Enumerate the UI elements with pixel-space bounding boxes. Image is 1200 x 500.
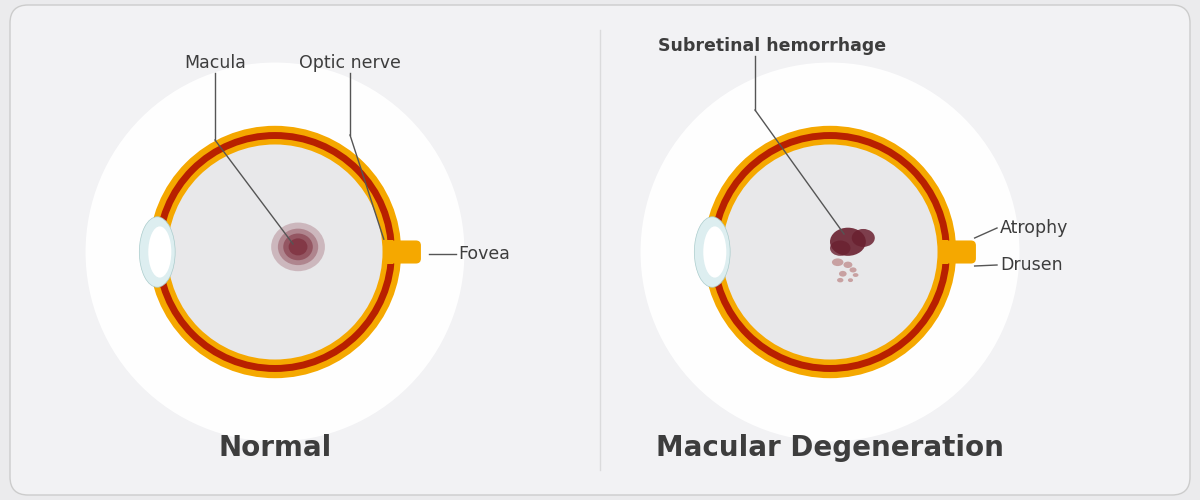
- Circle shape: [148, 124, 403, 380]
- Text: Fovea: Fovea: [458, 245, 510, 263]
- Ellipse shape: [139, 217, 175, 287]
- Ellipse shape: [278, 228, 318, 265]
- Ellipse shape: [830, 228, 866, 256]
- Ellipse shape: [149, 226, 172, 278]
- Circle shape: [722, 144, 937, 360]
- Circle shape: [156, 133, 394, 371]
- Ellipse shape: [830, 240, 851, 256]
- FancyBboxPatch shape: [944, 240, 976, 264]
- Circle shape: [85, 62, 464, 442]
- Text: Optic nerve: Optic nerve: [299, 54, 401, 72]
- Ellipse shape: [844, 262, 852, 268]
- Ellipse shape: [850, 268, 857, 272]
- Circle shape: [641, 62, 1020, 442]
- Text: Macular Degeneration: Macular Degeneration: [656, 434, 1004, 462]
- Ellipse shape: [838, 278, 844, 282]
- Ellipse shape: [703, 226, 726, 278]
- Circle shape: [168, 144, 383, 360]
- Ellipse shape: [283, 234, 313, 260]
- Text: Drusen: Drusen: [1000, 256, 1063, 274]
- Ellipse shape: [695, 217, 730, 287]
- Circle shape: [702, 124, 958, 380]
- Ellipse shape: [832, 258, 844, 266]
- Ellipse shape: [718, 134, 912, 370]
- Ellipse shape: [852, 229, 875, 247]
- Ellipse shape: [289, 238, 307, 256]
- Ellipse shape: [162, 134, 356, 370]
- Text: Subretinal hemorrhage: Subretinal hemorrhage: [658, 37, 886, 55]
- Text: Atrophy: Atrophy: [1000, 219, 1068, 237]
- Ellipse shape: [839, 271, 847, 276]
- Ellipse shape: [853, 273, 858, 277]
- Circle shape: [710, 133, 949, 371]
- Ellipse shape: [271, 222, 325, 271]
- FancyBboxPatch shape: [10, 5, 1190, 495]
- Text: Macula: Macula: [184, 54, 246, 72]
- Text: Normal: Normal: [218, 434, 331, 462]
- Ellipse shape: [848, 278, 853, 282]
- FancyBboxPatch shape: [389, 240, 421, 264]
- Bar: [941, 240, 948, 264]
- Bar: [386, 240, 392, 264]
